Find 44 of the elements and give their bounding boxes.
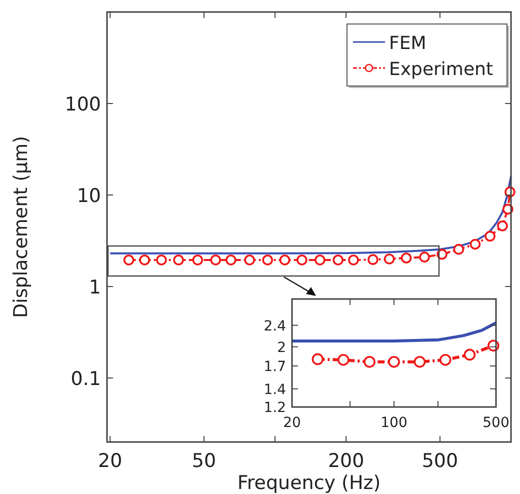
x-tick-label: 500	[482, 415, 510, 431]
point	[348, 254, 359, 266]
y-tick-label: 10	[76, 184, 101, 207]
point	[364, 356, 376, 368]
point	[139, 254, 150, 266]
point	[262, 254, 274, 266]
y-tick-label: 1.7	[264, 358, 286, 375]
point	[470, 238, 481, 250]
point	[337, 354, 350, 366]
point	[192, 254, 204, 266]
point	[388, 356, 400, 368]
point	[453, 244, 464, 255]
point	[296, 254, 308, 266]
y-tick-label: 100	[64, 93, 101, 116]
x-tick-label: 200	[328, 450, 364, 472]
y-tick-label: 2.4	[264, 318, 286, 334]
point	[414, 356, 426, 368]
point	[332, 254, 344, 266]
point	[368, 254, 378, 265]
x-tick-label: 20	[283, 415, 301, 431]
point	[210, 254, 222, 266]
y-tick-label: 1	[88, 276, 101, 298]
y-axis-title: Displacement (μm)	[10, 136, 32, 318]
point	[464, 348, 476, 361]
point	[419, 252, 430, 262]
point	[400, 252, 412, 264]
x-axis-title: Frequency (Hz)	[237, 472, 381, 494]
x-tick-label: 500	[422, 450, 458, 472]
point	[279, 254, 290, 266]
point	[439, 354, 452, 366]
y-tick-label: 1.2	[264, 400, 286, 416]
x-tick-label: 100	[380, 415, 408, 431]
x-tick-label: 50	[192, 450, 216, 472]
legend-label: FEM	[389, 33, 426, 54]
point	[123, 254, 134, 266]
legend-label: Experiment	[389, 59, 494, 80]
point	[312, 353, 324, 366]
y-tick-label: 0.1	[70, 368, 101, 390]
x-tick-label: 20	[98, 450, 122, 472]
point	[314, 254, 326, 266]
y-tick-label: 2	[277, 340, 286, 356]
point	[384, 254, 395, 264]
point	[244, 254, 255, 266]
y-tick-label: 1.4	[264, 382, 286, 398]
